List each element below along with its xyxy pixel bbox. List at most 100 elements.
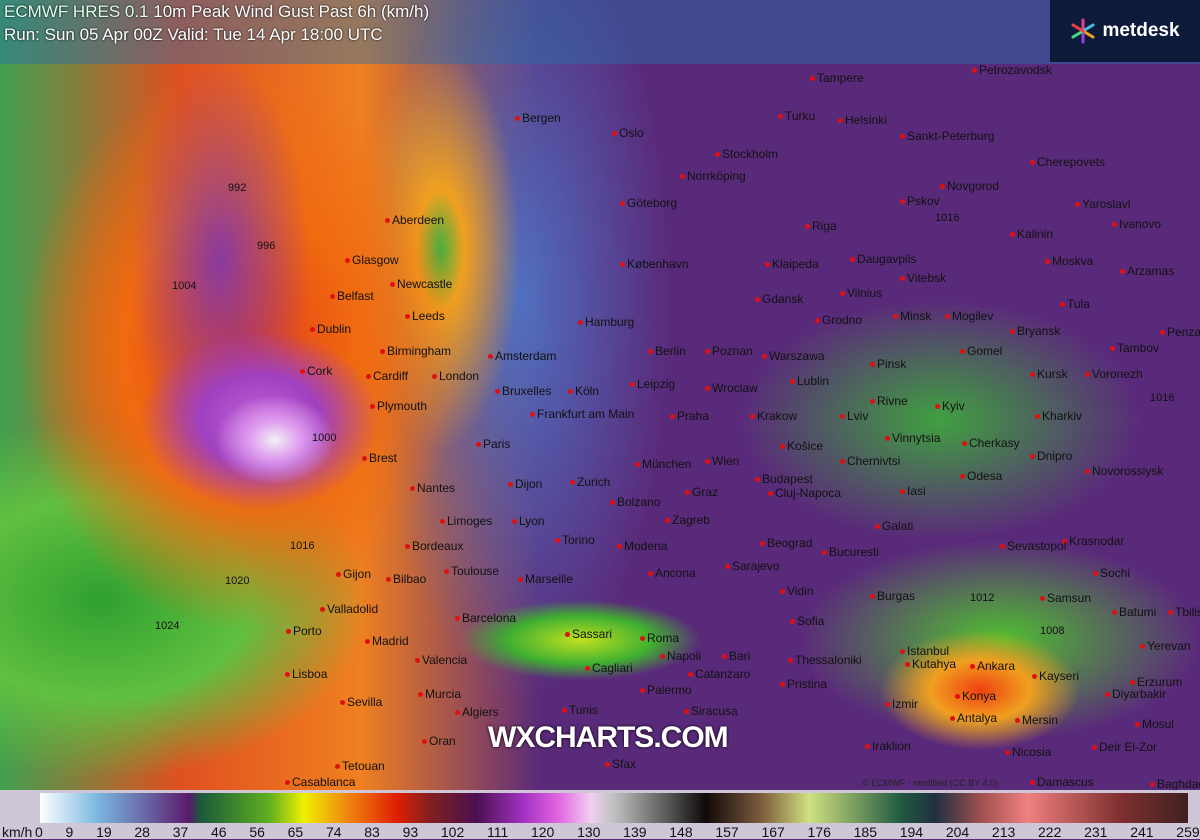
- legend-ticks: 0 9 19 28 37 46 56 65 74 83 93 102 111 120 130 139 148 15…: [35, 824, 1200, 840]
- legend-tick: 157: [715, 824, 739, 840]
- isobar-label: 1016: [1150, 392, 1175, 404]
- legend-tick: 37: [172, 824, 189, 840]
- city-label: Kharkiv: [1035, 410, 1082, 423]
- city-label: Belfast: [330, 290, 374, 303]
- city-label: Turku: [778, 110, 815, 123]
- city-label: Leipzig: [630, 378, 675, 391]
- legend-tick: 65: [287, 824, 304, 840]
- city-label: Leeds: [405, 310, 445, 323]
- city-label: Antalya: [950, 712, 997, 725]
- legend-tick: 259: [1176, 824, 1200, 840]
- city-label: Sevilla: [340, 696, 382, 709]
- city-label: Valladolid: [320, 603, 378, 616]
- city-label: Daugavpils: [850, 253, 916, 266]
- legend-tick: 185: [853, 824, 877, 840]
- city-label: Istanbul: [900, 645, 949, 658]
- city-label: Zurich: [570, 476, 610, 489]
- isobar-label: 1016: [935, 212, 960, 224]
- city-label: Barcelona: [455, 612, 516, 625]
- city-label: Novorossiysk: [1085, 465, 1163, 478]
- legend-tick: 83: [364, 824, 380, 840]
- color-legend: km/h 0 9 19 28 37 46 56 65 74 83 93 102 111 120 130 139…: [0, 790, 1200, 840]
- city-label: Tbilisi: [1168, 606, 1200, 619]
- city-label: Praha: [670, 410, 709, 423]
- city-label: Aberdeen: [385, 214, 444, 227]
- legend-tick: 93: [402, 824, 419, 840]
- parameter-title: 10m Peak Wind Gust Past 6h (km/h): [153, 2, 430, 21]
- city-label: Budapest: [755, 473, 813, 486]
- city-label: Toulouse: [444, 565, 499, 578]
- city-label: Catanzaro: [688, 668, 750, 681]
- city-label: Newcastle: [390, 278, 452, 291]
- legend-tick: 139: [623, 824, 647, 840]
- city-label: Galati: [875, 520, 913, 533]
- city-label: Ancona: [648, 567, 696, 580]
- city-label: Chernivtsi: [840, 455, 900, 468]
- watermark: WXCHARTS.COM: [488, 721, 729, 754]
- city-label: Kalinin: [1010, 228, 1053, 241]
- city-label: Göteborg: [620, 197, 677, 210]
- city-label: Norrköping: [680, 170, 746, 183]
- city-label: Bilbao: [386, 573, 426, 586]
- city-label: Graz: [685, 486, 718, 499]
- city-label: Cork: [300, 365, 332, 378]
- city-label: Dijon: [508, 478, 542, 491]
- city-label: Vitebsk: [900, 272, 946, 285]
- logo-burst-icon: [1071, 18, 1095, 44]
- legend-tick: 111: [486, 824, 509, 840]
- city-label: Modena: [617, 540, 667, 553]
- city-label: Iraklion: [865, 740, 911, 753]
- city-label: Roma: [640, 632, 679, 645]
- city-label: Bolzano: [610, 496, 660, 509]
- city-label: Torino: [555, 534, 595, 547]
- city-label: Hamburg: [578, 316, 634, 329]
- legend-tick: 74: [325, 824, 342, 840]
- city-label: Krakow: [750, 410, 797, 423]
- city-label: Bryansk: [1010, 325, 1060, 338]
- city-label: Sofia: [790, 615, 824, 628]
- city-label: Siracusa: [684, 705, 738, 718]
- legend-tick: 213: [991, 824, 1016, 840]
- city-label: Valencia: [415, 654, 467, 667]
- city-label: Dnipro: [1030, 450, 1072, 463]
- isobar-label: 1016: [290, 540, 315, 552]
- legend-color-bar: [40, 793, 1188, 823]
- city-label: Krasnodar: [1062, 535, 1124, 548]
- legend-tick: 167: [761, 824, 785, 840]
- city-label: Sfax: [605, 758, 636, 771]
- city-label: Mogilev: [945, 310, 993, 323]
- city-label: Ankara: [970, 660, 1015, 673]
- city-label: Bucuresti: [822, 546, 879, 559]
- city-label: Cagliari: [585, 662, 633, 675]
- city-label: Stockholm: [715, 148, 778, 161]
- isobar-label: 1012: [970, 592, 995, 604]
- city-label: Frankfurt am Main: [530, 408, 634, 421]
- isobar-label: 1008: [1040, 625, 1065, 637]
- city-label: Casablanca: [285, 776, 355, 789]
- city-label: Penza: [1160, 326, 1200, 339]
- city-label: Baghdad: [1150, 778, 1200, 791]
- metdesk-logo[interactable]: metdesk: [1050, 0, 1200, 62]
- city-label: Lublin: [790, 375, 829, 388]
- header: ECMWF HRES 0.1 10m Peak Wind Gust Past 6…: [0, 0, 1200, 64]
- city-label: Gdansk: [755, 293, 803, 306]
- city-label: Arzamas: [1120, 265, 1174, 278]
- city-label: Kursk: [1030, 368, 1068, 381]
- city-label: Deir El-Zor: [1092, 741, 1157, 754]
- city-label: Murcia: [418, 688, 461, 701]
- city-label: Limoges: [440, 515, 492, 528]
- city-label: Cherkasy: [962, 437, 1020, 450]
- isobar-label: 1024: [155, 620, 180, 632]
- model-name: ECMWF HRES 0.1: [4, 2, 149, 21]
- wind-gust-map[interactable]: Tampere Petrozavodsk Bergen Oslo Turku Helsin…: [0, 0, 1200, 790]
- copyright: © ECMWF · modified (CC BY 4.0): [862, 778, 998, 788]
- isobar-label: 992: [228, 182, 247, 194]
- legend-tick: 148: [669, 824, 693, 840]
- city-label: Iasi: [900, 485, 926, 498]
- city-label: Sevastopol: [1000, 540, 1066, 553]
- city-label: Bergen: [515, 112, 561, 125]
- city-label: Moskva: [1045, 255, 1093, 268]
- isobar-label: 1000: [312, 432, 337, 444]
- logo-text: metdesk: [1102, 20, 1180, 41]
- legend-tick: 241: [1130, 824, 1154, 840]
